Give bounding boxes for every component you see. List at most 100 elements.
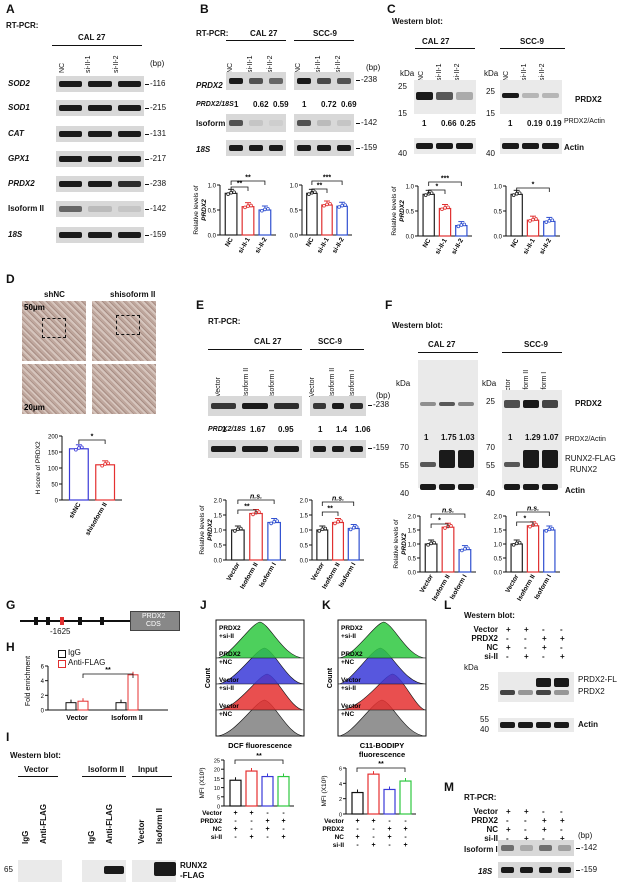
data-point bbox=[339, 519, 343, 523]
gel-band bbox=[331, 446, 345, 452]
size-tick bbox=[576, 848, 580, 849]
curve-label: PRDX2 bbox=[341, 625, 363, 632]
y-tick-label: 0 bbox=[339, 813, 342, 819]
design-sign: - bbox=[372, 826, 375, 833]
b-gene-prdx2: PRDX2 bbox=[196, 81, 223, 90]
f-actin-band bbox=[420, 484, 436, 490]
f-prdx2: PRDX2 bbox=[575, 399, 602, 408]
significance-bracket bbox=[321, 501, 355, 506]
data-point bbox=[466, 546, 470, 551]
data-point bbox=[239, 526, 243, 531]
gel-band bbox=[273, 446, 299, 452]
y-tick-label: 0.0 bbox=[300, 559, 309, 565]
bar bbox=[351, 791, 364, 815]
data-point bbox=[354, 525, 359, 529]
c-cell-scc: SCC-9 bbox=[520, 37, 545, 46]
f-ratio: 1 bbox=[508, 433, 513, 442]
curve-label: +NC bbox=[341, 659, 354, 666]
m-sign: - bbox=[560, 807, 563, 816]
l-kda: kDa bbox=[464, 663, 479, 672]
curve-label: +si-II bbox=[219, 633, 234, 640]
e-lane: Isoform I bbox=[349, 369, 356, 397]
b-gel-iso-cal bbox=[226, 114, 286, 132]
d-roi-box2 bbox=[116, 315, 140, 335]
design-sign: + bbox=[355, 834, 359, 841]
significance-bracket bbox=[78, 439, 106, 444]
e-line1 bbox=[208, 349, 302, 350]
i-lane-label: Vector bbox=[137, 819, 146, 844]
i-group-line bbox=[18, 776, 58, 777]
gel-band bbox=[501, 867, 514, 873]
bar bbox=[526, 525, 540, 573]
d-scale2: 20μm bbox=[24, 403, 45, 412]
x-tick-label: si-II-2 bbox=[538, 237, 553, 256]
design-sign: - bbox=[234, 834, 237, 841]
curve-label: Vector bbox=[219, 703, 239, 710]
gel-band bbox=[331, 403, 345, 409]
f-line1 bbox=[418, 352, 478, 353]
y-axis-label: H score of PRDX2 bbox=[35, 441, 42, 494]
panel-label-e: E bbox=[196, 298, 205, 312]
gel-band bbox=[269, 120, 283, 126]
design-sign: - bbox=[388, 818, 391, 825]
size-label: -131 bbox=[150, 129, 167, 138]
curve-label: PRDX2 bbox=[219, 651, 241, 658]
data-point bbox=[229, 190, 233, 195]
l-prdx2-band bbox=[554, 690, 569, 695]
gel-band bbox=[88, 232, 112, 238]
data-point bbox=[511, 193, 516, 197]
y-tick-label: 10 bbox=[214, 786, 220, 792]
f-runx-band bbox=[439, 450, 455, 468]
c-kda: kDa bbox=[400, 69, 415, 78]
y-tick-label: 0.0 bbox=[290, 234, 299, 240]
f-blot-cal bbox=[418, 360, 478, 488]
significance-label: * bbox=[435, 184, 438, 191]
design-sign: + bbox=[371, 842, 375, 849]
size-label: -238 bbox=[373, 400, 390, 409]
bar bbox=[438, 207, 452, 237]
design-sign: - bbox=[404, 818, 407, 825]
bar bbox=[321, 204, 333, 236]
l-sign: - bbox=[506, 652, 509, 661]
gel-band bbox=[59, 81, 83, 87]
data-point bbox=[337, 205, 341, 209]
gel-band bbox=[59, 232, 83, 238]
f-cell-scc: SCC-9 bbox=[524, 340, 549, 349]
e-ratio: 1.06 bbox=[355, 425, 371, 434]
significance-bracket bbox=[82, 673, 134, 678]
x-tick-label: si-II-2 bbox=[254, 236, 269, 255]
c-lane: si-II-2 bbox=[454, 63, 461, 82]
data-point bbox=[426, 543, 430, 547]
y-tick-label: 0 bbox=[41, 709, 45, 715]
l-flag-band bbox=[536, 678, 551, 687]
significance-label: *** bbox=[323, 175, 331, 182]
y-axis-label: Relative levels of bbox=[193, 185, 200, 234]
ihc-image-shnc-high bbox=[22, 364, 86, 414]
data-point bbox=[462, 222, 467, 227]
data-point bbox=[246, 204, 250, 208]
size-tick bbox=[145, 108, 149, 109]
l-kda-mark: 25 bbox=[480, 683, 489, 692]
significance-bracket bbox=[430, 513, 466, 518]
design-sign: - bbox=[356, 826, 359, 833]
data-point bbox=[343, 203, 347, 207]
f-cell-cal: CAL 27 bbox=[428, 340, 456, 349]
gel-band bbox=[520, 867, 533, 873]
data-point bbox=[340, 203, 344, 208]
bar bbox=[367, 773, 380, 815]
gel-band bbox=[539, 845, 552, 851]
data-point bbox=[446, 205, 450, 210]
l-sign: + bbox=[506, 625, 511, 634]
size-tick bbox=[576, 870, 580, 871]
significance-label: ** bbox=[237, 181, 243, 188]
data-point bbox=[534, 522, 538, 527]
size-tick bbox=[145, 235, 149, 236]
d-scale1: 50μm bbox=[24, 303, 45, 312]
panel-label-d: D bbox=[6, 272, 15, 286]
data-point bbox=[232, 190, 236, 194]
c-actin-band bbox=[456, 143, 473, 149]
c-ratio: 1 bbox=[508, 119, 513, 128]
y-tick-label: 0.0 bbox=[494, 571, 503, 577]
gel-band bbox=[211, 403, 237, 409]
a-gene-label: Isoform II bbox=[8, 204, 45, 213]
